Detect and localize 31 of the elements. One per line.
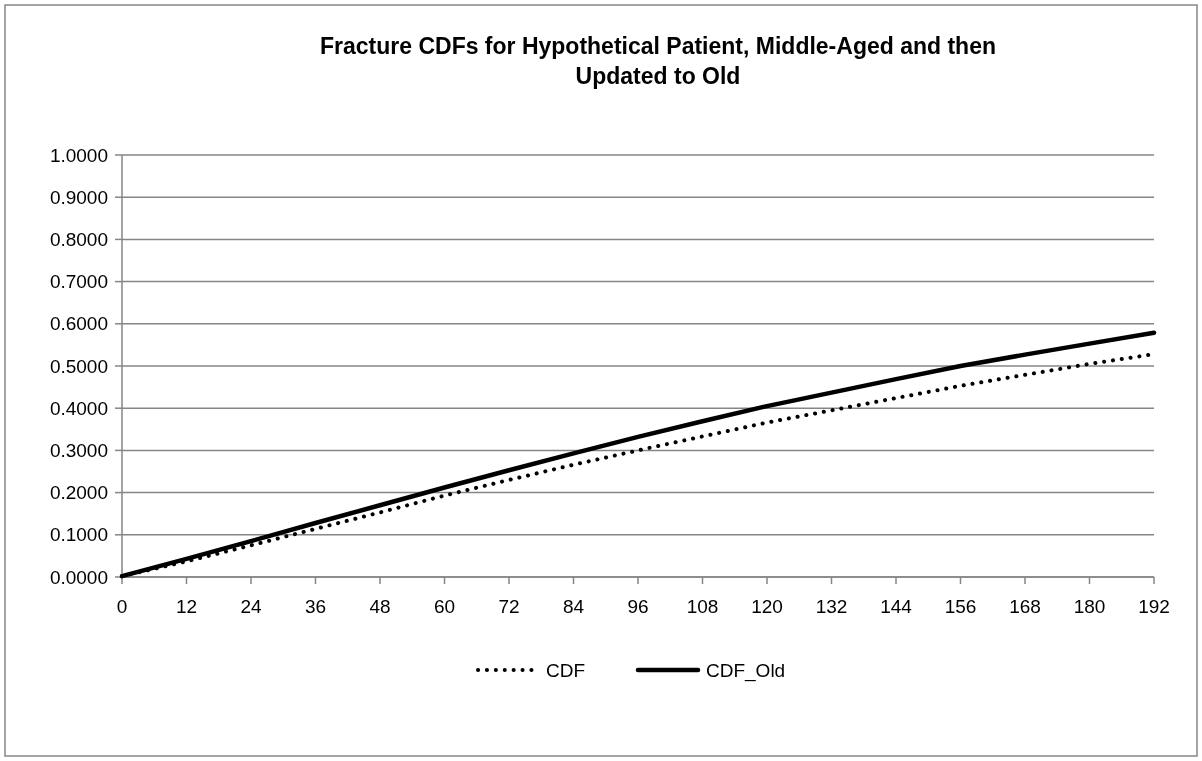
y-tick-label: 0.4000: [49, 397, 108, 419]
y-tick-label: 0.6000: [49, 313, 108, 335]
x-tick-label: 156: [944, 596, 977, 617]
x-tick-label: 24: [240, 596, 262, 617]
y-tick-label: 0.3000: [49, 440, 108, 462]
y-tick-label: 0.7000: [49, 271, 108, 293]
y-tick-label: 0.1000: [49, 524, 108, 546]
x-tick-label: 12: [175, 596, 198, 617]
y-tick-label: 0.5000: [49, 355, 108, 377]
x-tick-label: 84: [562, 596, 585, 617]
x-tick-label: 0: [116, 596, 128, 617]
x-tick-label: 36: [304, 596, 327, 617]
x-tick-label: 108: [686, 596, 719, 617]
x-tick-label: 180: [1073, 596, 1106, 617]
x-tick-label: 120: [751, 596, 783, 617]
chart-title: Fracture CDFs for Hypothetical Patient, Middle-Aged and then Updated to Old: [319, 33, 997, 89]
x-tick-label: 144: [880, 596, 913, 617]
legend-label: CDF: [546, 659, 586, 681]
y-tick-label: 0.0000: [49, 566, 108, 588]
x-tick-label: 168: [1009, 596, 1041, 617]
x-tick-label: 132: [815, 596, 848, 617]
x-tick-label: 96: [627, 596, 649, 617]
x-tick-label: 48: [369, 596, 391, 617]
x-tick-label: 192: [1138, 596, 1170, 617]
x-tick-label: 60: [433, 596, 456, 617]
y-tick-label: 0.8000: [49, 229, 108, 251]
y-tick-label: 0.9000: [49, 186, 108, 208]
legend-label: CDF_Old: [706, 659, 786, 682]
x-tick-label: 72: [498, 596, 520, 617]
y-tick-label: 0.2000: [49, 482, 108, 504]
y-tick-label: 1.0000: [49, 144, 108, 166]
